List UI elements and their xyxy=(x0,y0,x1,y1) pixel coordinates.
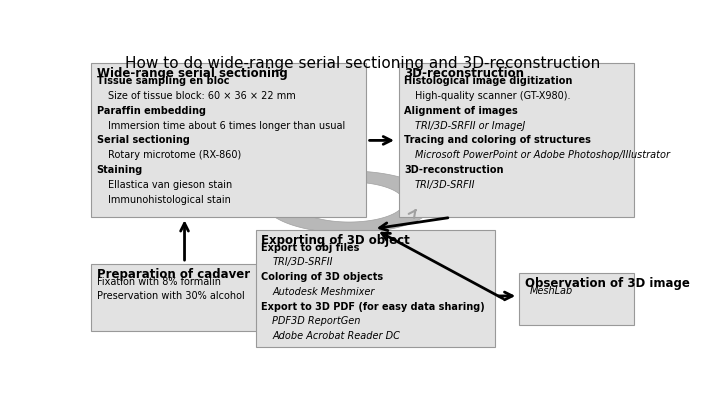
Text: Histological image digitization: Histological image digitization xyxy=(404,76,572,86)
Text: How to do wide-range serial sectioning and 3D-reconstruction: How to do wide-range serial sectioning a… xyxy=(125,56,600,71)
Text: TRI/3D-SRFII or ImageJ: TRI/3D-SRFII or ImageJ xyxy=(415,121,525,131)
Text: Coloring of 3D objects: Coloring of 3D objects xyxy=(261,272,384,282)
Polygon shape xyxy=(264,171,431,233)
Text: MeshLab: MeshLab xyxy=(530,286,573,296)
Text: PDF3D ReportGen: PDF3D ReportGen xyxy=(273,316,360,326)
Text: Autodesk Meshmixer: Autodesk Meshmixer xyxy=(273,287,375,297)
Text: Rotary microtome (RX-860): Rotary microtome (RX-860) xyxy=(108,150,241,160)
Text: Paraffin embedding: Paraffin embedding xyxy=(97,106,206,116)
Text: Tracing and coloring of structures: Tracing and coloring of structures xyxy=(404,136,591,146)
Text: Immersion time about 6 times longer than usual: Immersion time about 6 times longer than… xyxy=(108,121,345,131)
Text: Adobe Acrobat Reader DC: Adobe Acrobat Reader DC xyxy=(273,331,400,341)
Text: Size of tissue block: 60 × 36 × 22 mm: Size of tissue block: 60 × 36 × 22 mm xyxy=(108,91,295,101)
Text: Tissue sampling en bloc: Tissue sampling en bloc xyxy=(97,76,229,86)
FancyBboxPatch shape xyxy=(91,64,365,218)
Text: TRI/3D-SRFII: TRI/3D-SRFII xyxy=(415,180,476,190)
Text: TRI/3D-SRFII: TRI/3D-SRFII xyxy=(273,257,333,267)
Text: Export to obj files: Export to obj files xyxy=(261,243,360,253)
Text: Export to 3D PDF (for easy data sharing): Export to 3D PDF (for easy data sharing) xyxy=(261,302,485,312)
Text: Observation of 3D image: Observation of 3D image xyxy=(525,277,690,290)
Text: Ellastica van gieson stain: Ellastica van gieson stain xyxy=(108,180,232,190)
FancyBboxPatch shape xyxy=(399,64,634,218)
Text: Preservation with 30% alcohol: Preservation with 30% alcohol xyxy=(97,291,244,301)
Text: Fixation with 8% formalin: Fixation with 8% formalin xyxy=(97,276,221,286)
FancyBboxPatch shape xyxy=(256,230,494,347)
Text: Serial sectioning: Serial sectioning xyxy=(97,136,190,146)
Text: 3D-reconstruction: 3D-reconstruction xyxy=(404,68,524,80)
FancyBboxPatch shape xyxy=(91,264,278,331)
Text: 3D-reconstruction: 3D-reconstruction xyxy=(404,165,503,175)
Text: Alignment of images: Alignment of images xyxy=(404,106,518,116)
Text: Wide-range serial sectioning: Wide-range serial sectioning xyxy=(97,68,287,80)
Text: Staining: Staining xyxy=(97,165,143,175)
Text: Microsoft PowerPoint or Adobe Photoshop/Illustrator: Microsoft PowerPoint or Adobe Photoshop/… xyxy=(415,150,670,160)
Text: Exporting of 3D object: Exporting of 3D object xyxy=(261,234,410,247)
FancyBboxPatch shape xyxy=(519,273,634,325)
Text: Preparation of cadaver: Preparation of cadaver xyxy=(97,268,250,281)
Text: Immunohistological stain: Immunohistological stain xyxy=(108,195,231,205)
Text: High-quality scanner (GT-X980).: High-quality scanner (GT-X980). xyxy=(415,91,571,101)
